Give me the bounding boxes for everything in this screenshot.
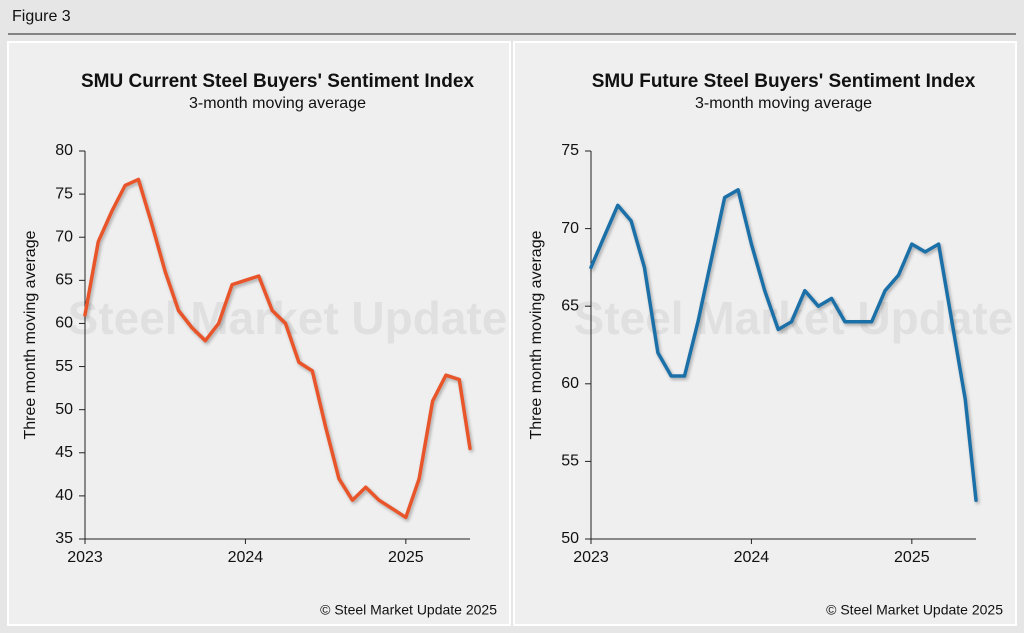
y-tick-label: 50: [561, 530, 579, 547]
chart-title: SMU Future Steel Buyers' Sentiment Index: [592, 71, 976, 92]
data-line: [589, 188, 978, 502]
y-tick-label: 65: [561, 297, 579, 314]
y-tick-label: 70: [55, 228, 73, 245]
source: © Steel Market Update 2025: [826, 602, 1003, 618]
panel: [7, 41, 511, 626]
y-tick-label: 45: [55, 444, 73, 461]
y-tick-label: 50: [55, 401, 73, 418]
y-tick-label: 55: [561, 453, 579, 470]
watermark: Steel Market Update: [68, 292, 508, 344]
y-tick-label: 60: [561, 375, 579, 392]
y-tick-label: 55: [55, 358, 73, 375]
y-axis-label: Three month moving average: [22, 230, 39, 439]
x-tick-label: 2025: [894, 549, 930, 566]
panel: [513, 41, 1017, 626]
y-tick-label: 65: [55, 272, 73, 289]
y-tick-label: 80: [55, 142, 73, 159]
y-tick-label: 60: [55, 315, 73, 332]
source: © Steel Market Update 2025: [320, 602, 497, 618]
chart-subtitle: 3-month moving average: [189, 95, 366, 112]
figure-label: Figure 3: [12, 8, 71, 25]
y-tick-label: 75: [55, 185, 73, 202]
chart-title: SMU Current Steel Buyers' Sentiment Inde…: [81, 71, 474, 92]
y-tick-label: 35: [55, 530, 73, 547]
x-tick-label: 2024: [734, 549, 770, 566]
x-tick-label: 2024: [228, 549, 264, 566]
y-tick-label: 40: [55, 487, 73, 504]
y-tick-label: 75: [561, 142, 579, 159]
x-tick-label: 2023: [573, 549, 609, 566]
chart-subtitle: 3-month moving average: [695, 95, 872, 112]
y-tick-label: 70: [561, 220, 579, 237]
data-line: [83, 177, 472, 520]
x-tick-label: 2023: [67, 549, 103, 566]
y-axis-label: Three month moving average: [528, 230, 545, 439]
x-tick-label: 2025: [388, 549, 424, 566]
